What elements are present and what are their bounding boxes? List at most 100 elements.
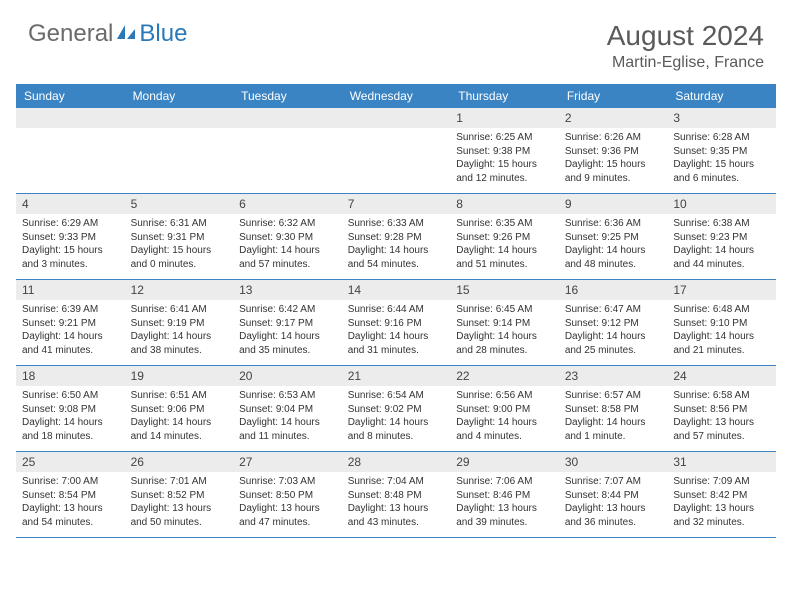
sunset-text: Sunset: 9:10 PM <box>673 317 770 331</box>
day-header-row: SundayMondayTuesdayWednesdayThursdayFrid… <box>16 84 776 108</box>
sunrise-text: Sunrise: 6:53 AM <box>239 389 336 403</box>
day-cell: 23Sunrise: 6:57 AMSunset: 8:58 PMDayligh… <box>559 366 668 452</box>
day-header: Wednesday <box>342 84 451 108</box>
day-header: Sunday <box>16 84 125 108</box>
daylight-text: Daylight: 14 hours and 21 minutes. <box>673 330 770 357</box>
day-cell: 11Sunrise: 6:39 AMSunset: 9:21 PMDayligh… <box>16 280 125 366</box>
day-body: Sunrise: 6:50 AMSunset: 9:08 PMDaylight:… <box>16 386 125 451</box>
daylight-text: Daylight: 14 hours and 48 minutes. <box>565 244 662 271</box>
sunset-text: Sunset: 9:04 PM <box>239 403 336 417</box>
day-header: Thursday <box>450 84 559 108</box>
day-number: 18 <box>16 366 125 386</box>
day-number: 9 <box>559 194 668 214</box>
title-block: August 2024 Martin-Eglise, France <box>607 20 764 72</box>
day-body: Sunrise: 7:01 AMSunset: 8:52 PMDaylight:… <box>125 472 234 537</box>
day-number: 11 <box>16 280 125 300</box>
sunset-text: Sunset: 9:33 PM <box>22 231 119 245</box>
daylight-text: Daylight: 15 hours and 6 minutes. <box>673 158 770 185</box>
day-body: Sunrise: 6:33 AMSunset: 9:28 PMDaylight:… <box>342 214 451 279</box>
day-header: Tuesday <box>233 84 342 108</box>
sunset-text: Sunset: 9:17 PM <box>239 317 336 331</box>
day-body: Sunrise: 6:28 AMSunset: 9:35 PMDaylight:… <box>667 128 776 193</box>
month-title: August 2024 <box>607 20 764 52</box>
day-cell: 29Sunrise: 7:06 AMSunset: 8:46 PMDayligh… <box>450 452 559 538</box>
day-cell: 26Sunrise: 7:01 AMSunset: 8:52 PMDayligh… <box>125 452 234 538</box>
sunset-text: Sunset: 9:28 PM <box>348 231 445 245</box>
day-body <box>16 128 125 186</box>
daylight-text: Daylight: 14 hours and 4 minutes. <box>456 416 553 443</box>
sunrise-text: Sunrise: 7:07 AM <box>565 475 662 489</box>
sunrise-text: Sunrise: 6:54 AM <box>348 389 445 403</box>
sunrise-text: Sunrise: 6:26 AM <box>565 131 662 145</box>
day-cell: 17Sunrise: 6:48 AMSunset: 9:10 PMDayligh… <box>667 280 776 366</box>
sunrise-text: Sunrise: 6:35 AM <box>456 217 553 231</box>
day-header: Friday <box>559 84 668 108</box>
day-number: 22 <box>450 366 559 386</box>
sunrise-text: Sunrise: 7:00 AM <box>22 475 119 489</box>
sunrise-text: Sunrise: 6:58 AM <box>673 389 770 403</box>
daylight-text: Daylight: 14 hours and 31 minutes. <box>348 330 445 357</box>
day-number: 30 <box>559 452 668 472</box>
day-number: 16 <box>559 280 668 300</box>
day-number: 2 <box>559 108 668 128</box>
day-cell: 20Sunrise: 6:53 AMSunset: 9:04 PMDayligh… <box>233 366 342 452</box>
calendar-table: SundayMondayTuesdayWednesdayThursdayFrid… <box>16 84 776 538</box>
sunrise-text: Sunrise: 6:47 AM <box>565 303 662 317</box>
sunrise-text: Sunrise: 6:45 AM <box>456 303 553 317</box>
day-cell: 30 Sunrise: 7:07 AMSunset: 8:44 PMDayligh… <box>559 452 668 538</box>
logo-prefix: General <box>28 20 113 48</box>
daylight-text: Daylight: 13 hours and 54 minutes. <box>22 502 119 529</box>
daylight-text: Daylight: 14 hours and 25 minutes. <box>565 330 662 357</box>
sunset-text: Sunset: 8:48 PM <box>348 489 445 503</box>
daylight-text: Daylight: 13 hours and 47 minutes. <box>239 502 336 529</box>
daylight-text: Daylight: 14 hours and 54 minutes. <box>348 244 445 271</box>
sunrise-text: Sunrise: 7:01 AM <box>131 475 228 489</box>
daylight-text: Daylight: 13 hours and 32 minutes. <box>673 502 770 529</box>
day-body: Sunrise: 6:51 AMSunset: 9:06 PMDaylight:… <box>125 386 234 451</box>
sunrise-text: Sunrise: 6:25 AM <box>456 131 553 145</box>
week-row: 25Sunrise: 7:00 AMSunset: 8:54 PMDayligh… <box>16 452 776 538</box>
sunset-text: Sunset: 8:56 PM <box>673 403 770 417</box>
day-body: Sunrise: 6:25 AMSunset: 9:38 PMDaylight:… <box>450 128 559 193</box>
logo: General Blue <box>28 20 187 48</box>
day-number <box>342 108 451 128</box>
daylight-text: Daylight: 13 hours and 57 minutes. <box>673 416 770 443</box>
daylight-text: Daylight: 14 hours and 51 minutes. <box>456 244 553 271</box>
sunset-text: Sunset: 9:30 PM <box>239 231 336 245</box>
sunset-text: Sunset: 9:36 PM <box>565 145 662 159</box>
day-body: Sunrise: 6:45 AMSunset: 9:14 PMDaylight:… <box>450 300 559 365</box>
daylight-text: Daylight: 14 hours and 14 minutes. <box>131 416 228 443</box>
sunrise-text: Sunrise: 7:09 AM <box>673 475 770 489</box>
day-number: 25 <box>16 452 125 472</box>
day-cell: 13Sunrise: 6:42 AMSunset: 9:17 PMDayligh… <box>233 280 342 366</box>
day-body: Sunrise: 6:54 AMSunset: 9:02 PMDaylight:… <box>342 386 451 451</box>
daylight-text: Daylight: 15 hours and 3 minutes. <box>22 244 119 271</box>
day-header: Monday <box>125 84 234 108</box>
sunrise-text: Sunrise: 6:51 AM <box>131 389 228 403</box>
sunrise-text: Sunrise: 7:04 AM <box>348 475 445 489</box>
sunrise-text: Sunrise: 6:38 AM <box>673 217 770 231</box>
logo-sails-icon <box>115 23 137 41</box>
daylight-text: Daylight: 13 hours and 36 minutes. <box>565 502 662 529</box>
day-number: 26 <box>125 452 234 472</box>
sunrise-text: Sunrise: 6:36 AM <box>565 217 662 231</box>
day-body: Sunrise: 7:04 AMSunset: 8:48 PMDaylight:… <box>342 472 451 537</box>
day-cell: 24Sunrise: 6:58 AMSunset: 8:56 PMDayligh… <box>667 366 776 452</box>
day-number: 27 <box>233 452 342 472</box>
sunrise-text: Sunrise: 6:31 AM <box>131 217 228 231</box>
sunset-text: Sunset: 8:44 PM <box>565 489 662 503</box>
day-number: 3 <box>667 108 776 128</box>
sunset-text: Sunset: 9:23 PM <box>673 231 770 245</box>
day-body: Sunrise: 6:41 AMSunset: 9:19 PMDaylight:… <box>125 300 234 365</box>
day-number: 4 <box>16 194 125 214</box>
day-number: 13 <box>233 280 342 300</box>
week-row: 4Sunrise: 6:29 AMSunset: 9:33 PMDaylight… <box>16 194 776 280</box>
day-cell: 4Sunrise: 6:29 AMSunset: 9:33 PMDaylight… <box>16 194 125 280</box>
day-body: Sunrise: 6:36 AMSunset: 9:25 PMDaylight:… <box>559 214 668 279</box>
day-cell: 5Sunrise: 6:31 AMSunset: 9:31 PMDaylight… <box>125 194 234 280</box>
daylight-text: Daylight: 14 hours and 18 minutes. <box>22 416 119 443</box>
sunset-text: Sunset: 9:31 PM <box>131 231 228 245</box>
day-body: Sunrise: 7:00 AMSunset: 8:54 PMDaylight:… <box>16 472 125 537</box>
sunrise-text: Sunrise: 6:48 AM <box>673 303 770 317</box>
day-number: 12 <box>125 280 234 300</box>
